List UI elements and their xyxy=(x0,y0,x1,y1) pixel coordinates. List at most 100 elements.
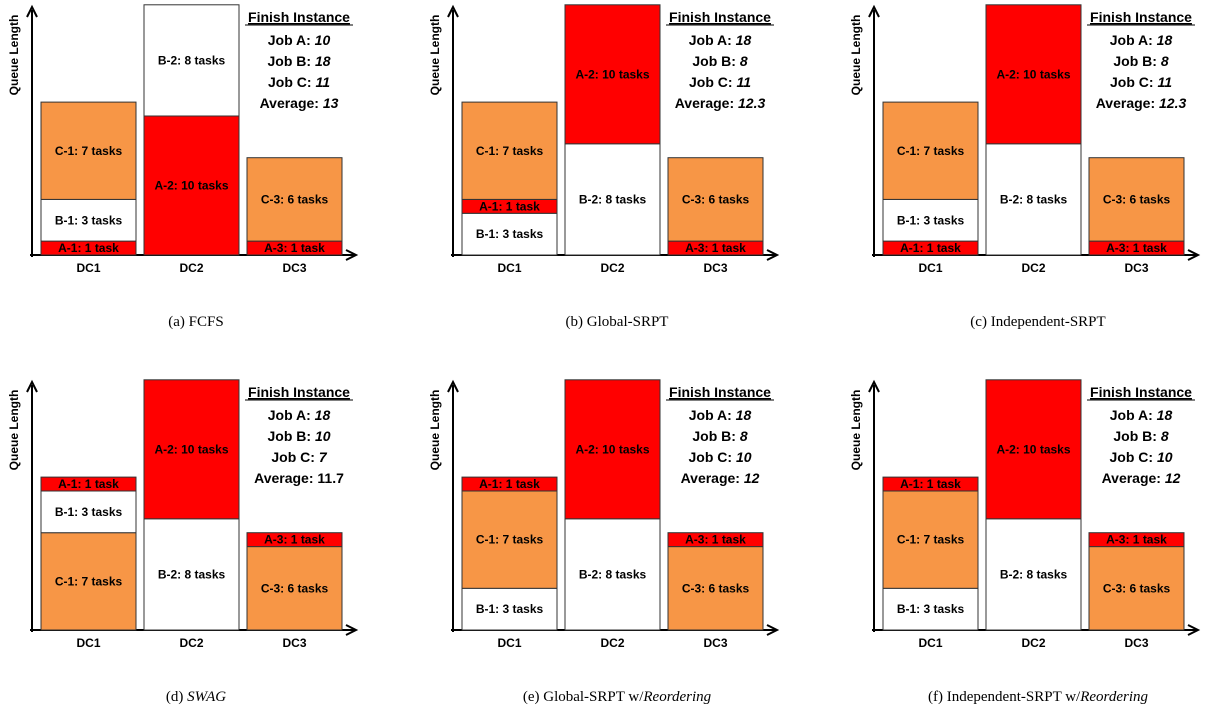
dc-label: DC3 xyxy=(282,261,306,275)
task-block-label: A-2: 10 tasks xyxy=(154,179,228,193)
y-axis-label: Queue Length xyxy=(428,390,442,471)
finish-row: Job C: 11 xyxy=(689,74,751,90)
finish-row-value: 18 xyxy=(1157,32,1173,48)
task-block xyxy=(564,379,661,520)
task-block xyxy=(246,532,343,548)
dc-label: DC1 xyxy=(497,636,521,650)
finish-row-label: Average: xyxy=(681,470,744,486)
finish-row-value: 8 xyxy=(740,53,748,69)
task-block xyxy=(40,476,137,492)
task-block-label: C-1: 7 tasks xyxy=(55,574,123,588)
finish-row-value: 7 xyxy=(319,449,328,465)
finish-row-value: 13 xyxy=(323,95,339,111)
dc-label: DC1 xyxy=(918,636,942,650)
caption-suffix: Reordering xyxy=(642,689,711,705)
task-block-label: C-3: 6 tasks xyxy=(261,581,329,595)
task-block xyxy=(143,379,240,520)
finish-row: Job A: 18 xyxy=(689,407,752,423)
panel-b: Queue Length B-1: 3 tasks A-1: 1 task C-1: … xyxy=(428,4,780,330)
finish-row-value: 11.7 xyxy=(317,470,344,486)
task-block-label: A-1: 1 task xyxy=(58,241,119,255)
task-block-label: A-3: 1 task xyxy=(685,533,746,547)
caption-text: FCFS xyxy=(189,314,224,330)
task-block-label: C-1: 7 tasks xyxy=(897,533,965,547)
finish-row-label: Job B: xyxy=(1113,53,1160,69)
finish-row: Job C: 10 xyxy=(1109,449,1172,465)
finish-row: Job C: 10 xyxy=(688,449,751,465)
finish-row-value: 18 xyxy=(1157,407,1173,423)
x-axis-arrowhead xyxy=(345,624,359,636)
x-axis-arrowhead xyxy=(766,249,780,261)
panel-caption: (d) SWAG xyxy=(166,689,226,705)
finish-row-value: 18 xyxy=(315,53,331,69)
finish-row: Average: 13 xyxy=(260,95,339,111)
dc-label: DC3 xyxy=(1124,261,1148,275)
dc-label: DC2 xyxy=(179,636,203,650)
task-block xyxy=(461,490,558,589)
task-block xyxy=(564,4,661,145)
task-block-label: A-3: 1 task xyxy=(1106,533,1167,547)
task-block xyxy=(461,476,558,492)
task-block-label: B-1: 3 tasks xyxy=(55,505,123,519)
task-block-label: A-1: 1 task xyxy=(479,477,540,491)
task-block-label: B-1: 3 tasks xyxy=(476,227,544,241)
dc-label: DC2 xyxy=(600,261,624,275)
task-block-label: A-1: 1 task xyxy=(479,199,540,213)
task-block-label: B-1: 3 tasks xyxy=(476,602,544,616)
finish-row-label: Job C: xyxy=(1110,74,1157,90)
panel-caption: (a) FCFS xyxy=(168,314,223,330)
task-block-label: B-1: 3 tasks xyxy=(897,213,965,227)
task-block-label: A-3: 1 task xyxy=(264,533,325,547)
panel-c: Queue Length A-1: 1 task B-1: 3 tasks C-1: … xyxy=(849,4,1201,330)
finish-row-label: Job C: xyxy=(689,74,736,90)
finish-row-value: 8 xyxy=(1161,53,1169,69)
task-block xyxy=(1088,532,1185,548)
task-block xyxy=(143,518,240,631)
y-axis-arrowhead xyxy=(447,379,459,393)
finish-row-label: Average: xyxy=(260,95,323,111)
task-block xyxy=(667,546,764,631)
finish-instance-title: Finish Instance xyxy=(1090,9,1192,25)
caption-prefix: (a) xyxy=(168,314,188,330)
y-axis-label: Queue Length xyxy=(7,15,21,96)
task-block-label: A-1: 1 task xyxy=(900,477,961,491)
x-axis-arrowhead xyxy=(345,249,359,261)
dc-label: DC1 xyxy=(918,261,942,275)
panel-e: Queue Length B-1: 3 tasks C-1: 7 tasks A-1:… xyxy=(428,379,780,705)
finish-row-value: 11 xyxy=(736,74,751,90)
dc-label: DC2 xyxy=(1021,636,1045,650)
task-block xyxy=(882,587,979,631)
caption-prefix: (d) xyxy=(166,689,187,705)
finish-row-value: 8 xyxy=(740,428,748,444)
task-block xyxy=(40,198,137,242)
finish-row: Job B: 8 xyxy=(1113,53,1168,69)
finish-instance-title: Finish Instance xyxy=(669,9,771,25)
task-block xyxy=(667,532,764,548)
panel-caption: (c) Independent-SRPT xyxy=(970,314,1105,330)
finish-row-label: Job A: xyxy=(268,32,315,48)
task-block xyxy=(143,115,240,256)
finish-row-value: 12.3 xyxy=(1159,95,1186,111)
task-block-label: A-1: 1 task xyxy=(58,477,119,491)
panel-caption: (e) Global-SRPT w/Reordering xyxy=(523,689,712,705)
task-block xyxy=(985,4,1082,145)
task-block-label: C-1: 7 tasks xyxy=(476,533,544,547)
panel-caption: (b) Global-SRPT xyxy=(566,314,669,330)
y-axis-label: Queue Length xyxy=(428,15,442,96)
task-block-label: A-3: 1 task xyxy=(264,241,325,255)
finish-row-value: 11 xyxy=(315,74,330,90)
task-block-label: A-2: 10 tasks xyxy=(996,442,1070,456)
task-block xyxy=(667,157,764,242)
task-block xyxy=(985,379,1082,520)
finish-row-value: 12 xyxy=(744,470,760,486)
task-block xyxy=(564,143,661,256)
y-axis-label: Queue Length xyxy=(7,390,21,471)
finish-row-label: Job B: xyxy=(692,428,739,444)
finish-row-label: Job C: xyxy=(1109,449,1156,465)
finish-instance-title: Finish Instance xyxy=(1090,384,1192,400)
y-axis-label: Queue Length xyxy=(849,390,863,471)
y-axis-arrowhead xyxy=(26,4,38,18)
finish-row: Job C: 11 xyxy=(268,74,330,90)
caption-prefix: (e) xyxy=(523,689,543,705)
